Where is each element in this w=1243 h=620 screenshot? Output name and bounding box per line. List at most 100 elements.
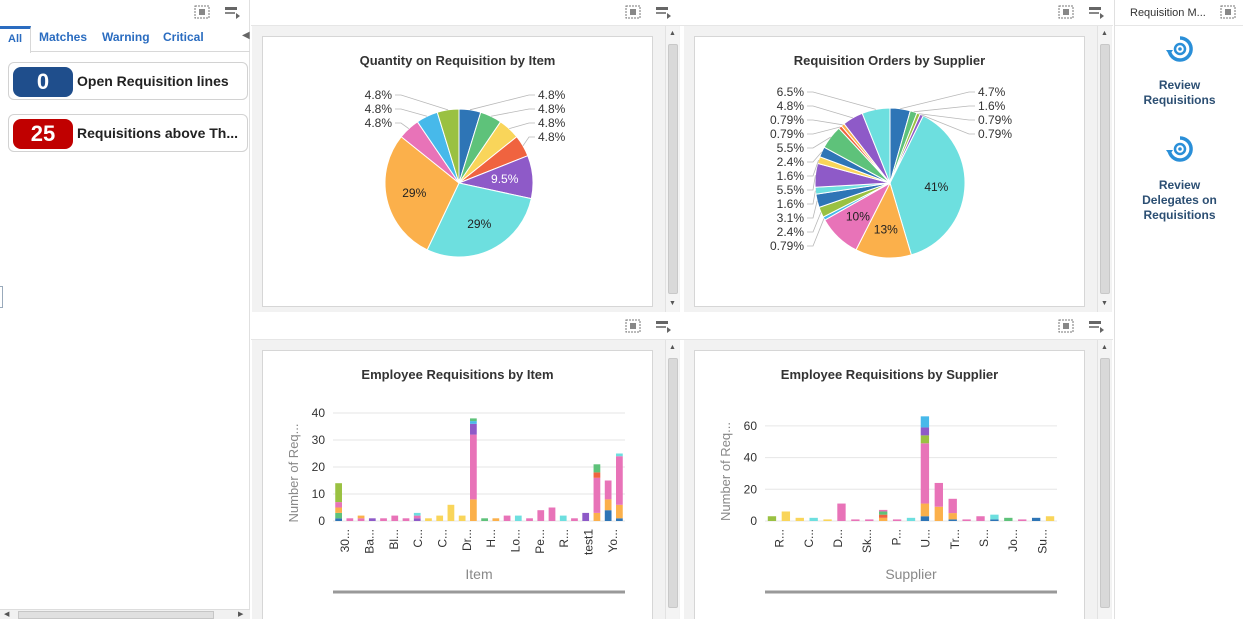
bar-segment[interactable] (425, 518, 432, 521)
bar-segment[interactable] (920, 443, 930, 504)
bar-segment[interactable] (436, 515, 444, 521)
bar-segment[interactable] (380, 518, 387, 521)
bar-segment[interactable] (934, 482, 943, 507)
menu-icon[interactable] (224, 5, 240, 19)
bar-segment[interactable] (526, 518, 533, 521)
scrollbar-thumb[interactable] (668, 358, 678, 608)
bar-segment[interactable] (837, 503, 846, 521)
scroll-up-arrow-icon[interactable]: ▲ (1101, 30, 1108, 37)
maximize-icon[interactable] (1220, 5, 1236, 19)
review-requisitions-action[interactable]: Review Requisitions (1115, 34, 1243, 114)
maximize-icon[interactable] (1058, 319, 1074, 333)
bar-segment[interactable] (976, 516, 985, 521)
kpi-open-requisition-lines[interactable]: 0 Open Requisition lines (8, 62, 248, 100)
bar-segment[interactable] (582, 512, 590, 521)
tab-matches[interactable]: Matches (39, 30, 88, 44)
vertical-scrollbar[interactable]: ▲ (1097, 340, 1111, 619)
bar-segment[interactable] (879, 509, 888, 512)
bar-segment[interactable] (934, 506, 943, 521)
scroll-left-arrow-icon[interactable]: ◀ (4, 611, 10, 618)
bar-segment[interactable] (781, 511, 791, 521)
bar-segment[interactable] (767, 516, 777, 521)
bar-segment[interactable] (402, 518, 410, 521)
bar-segment[interactable] (920, 427, 930, 436)
bar-segment[interactable] (892, 519, 902, 521)
bar-segment[interactable] (990, 514, 999, 520)
bar-segment[interactable] (492, 518, 500, 521)
maximize-icon[interactable] (625, 5, 641, 19)
scrollbar-thumb[interactable] (1100, 44, 1110, 294)
tabs-scroll-left-icon[interactable]: ◀ (242, 30, 250, 41)
bar-segment[interactable] (571, 518, 578, 521)
bar-segment[interactable] (413, 512, 421, 516)
bar-segment[interactable] (1045, 516, 1055, 521)
bar-segment[interactable] (335, 507, 342, 513)
menu-icon[interactable] (1088, 5, 1104, 19)
bar-segment[interactable] (604, 510, 612, 521)
pie-slice[interactable] (426, 182, 532, 258)
bar-segment[interactable] (906, 517, 916, 521)
scroll-down-arrow-icon[interactable]: ▼ (669, 300, 676, 307)
tab-all-label[interactable]: All (8, 33, 23, 45)
bar-segment[interactable] (948, 513, 957, 520)
pie-slice[interactable] (384, 136, 460, 251)
bar-segment[interactable] (920, 416, 930, 428)
scrollbar-thumb[interactable] (668, 44, 678, 294)
bar-segment[interactable] (346, 518, 354, 521)
bar-segment[interactable] (481, 518, 488, 521)
bar-segment[interactable] (335, 512, 342, 519)
bar-segment[interactable] (470, 499, 477, 521)
vertical-scrollbar[interactable]: ▲ (665, 340, 679, 619)
bar-segment[interactable] (470, 434, 477, 500)
scroll-up-arrow-icon[interactable]: ▲ (1101, 344, 1108, 351)
bar-segment[interactable] (616, 504, 623, 519)
bar-segment[interactable] (514, 515, 522, 521)
menu-icon[interactable] (655, 5, 671, 19)
bar-segment[interactable] (851, 519, 860, 521)
bar-segment[interactable] (1018, 519, 1027, 521)
bar-segment[interactable] (368, 518, 376, 521)
bar-segment[interactable] (616, 456, 623, 505)
review-delegates-action[interactable]: Review Delegates on Requisitions (1115, 134, 1243, 234)
menu-icon[interactable] (1088, 319, 1104, 333)
bar-segment[interactable] (920, 435, 930, 444)
scrollbar-thumb[interactable] (1100, 358, 1110, 608)
maximize-icon[interactable] (194, 5, 210, 19)
maximize-icon[interactable] (1058, 5, 1074, 19)
bar-segment[interactable] (616, 453, 623, 457)
pie-slice[interactable] (889, 115, 966, 256)
maximize-icon[interactable] (625, 319, 641, 333)
bar-segment[interactable] (962, 519, 971, 521)
bar-segment[interactable] (823, 519, 832, 521)
bar-segment[interactable] (335, 483, 342, 503)
pie-slice[interactable] (436, 108, 460, 184)
bar-segment[interactable] (948, 519, 957, 521)
bar-segment[interactable] (865, 519, 874, 521)
bar-segment[interactable] (357, 518, 365, 521)
pie-slice[interactable] (861, 107, 891, 184)
bar-segment[interactable] (503, 515, 511, 521)
bar-segment[interactable] (879, 517, 888, 521)
bar-segment[interactable] (335, 518, 342, 521)
tab-all[interactable] (0, 26, 31, 53)
bar-segment[interactable] (357, 515, 365, 519)
bar-segment[interactable] (447, 504, 455, 521)
bar-segment[interactable] (413, 518, 421, 521)
side-handle[interactable] (0, 286, 3, 308)
bar-segment[interactable] (593, 512, 601, 521)
scroll-up-arrow-icon[interactable]: ▲ (669, 30, 676, 37)
scroll-right-arrow-icon[interactable]: ▶ (238, 611, 244, 618)
bar-segment[interactable] (470, 421, 477, 424)
bar-segment[interactable] (1031, 517, 1041, 521)
tab-critical[interactable]: Critical (163, 30, 204, 44)
scroll-up-arrow-icon[interactable]: ▲ (669, 344, 676, 351)
bar-segment[interactable] (548, 507, 556, 522)
vertical-scrollbar[interactable]: ▲ ▼ (665, 26, 679, 312)
bar-segment[interactable] (990, 519, 999, 521)
bar-segment[interactable] (920, 503, 930, 517)
bar-segment[interactable] (458, 515, 466, 521)
bar-segment[interactable] (391, 515, 399, 521)
scroll-down-arrow-icon[interactable]: ▼ (1101, 300, 1108, 307)
scrollbar-thumb[interactable] (18, 611, 214, 619)
bar-segment[interactable] (879, 514, 888, 518)
